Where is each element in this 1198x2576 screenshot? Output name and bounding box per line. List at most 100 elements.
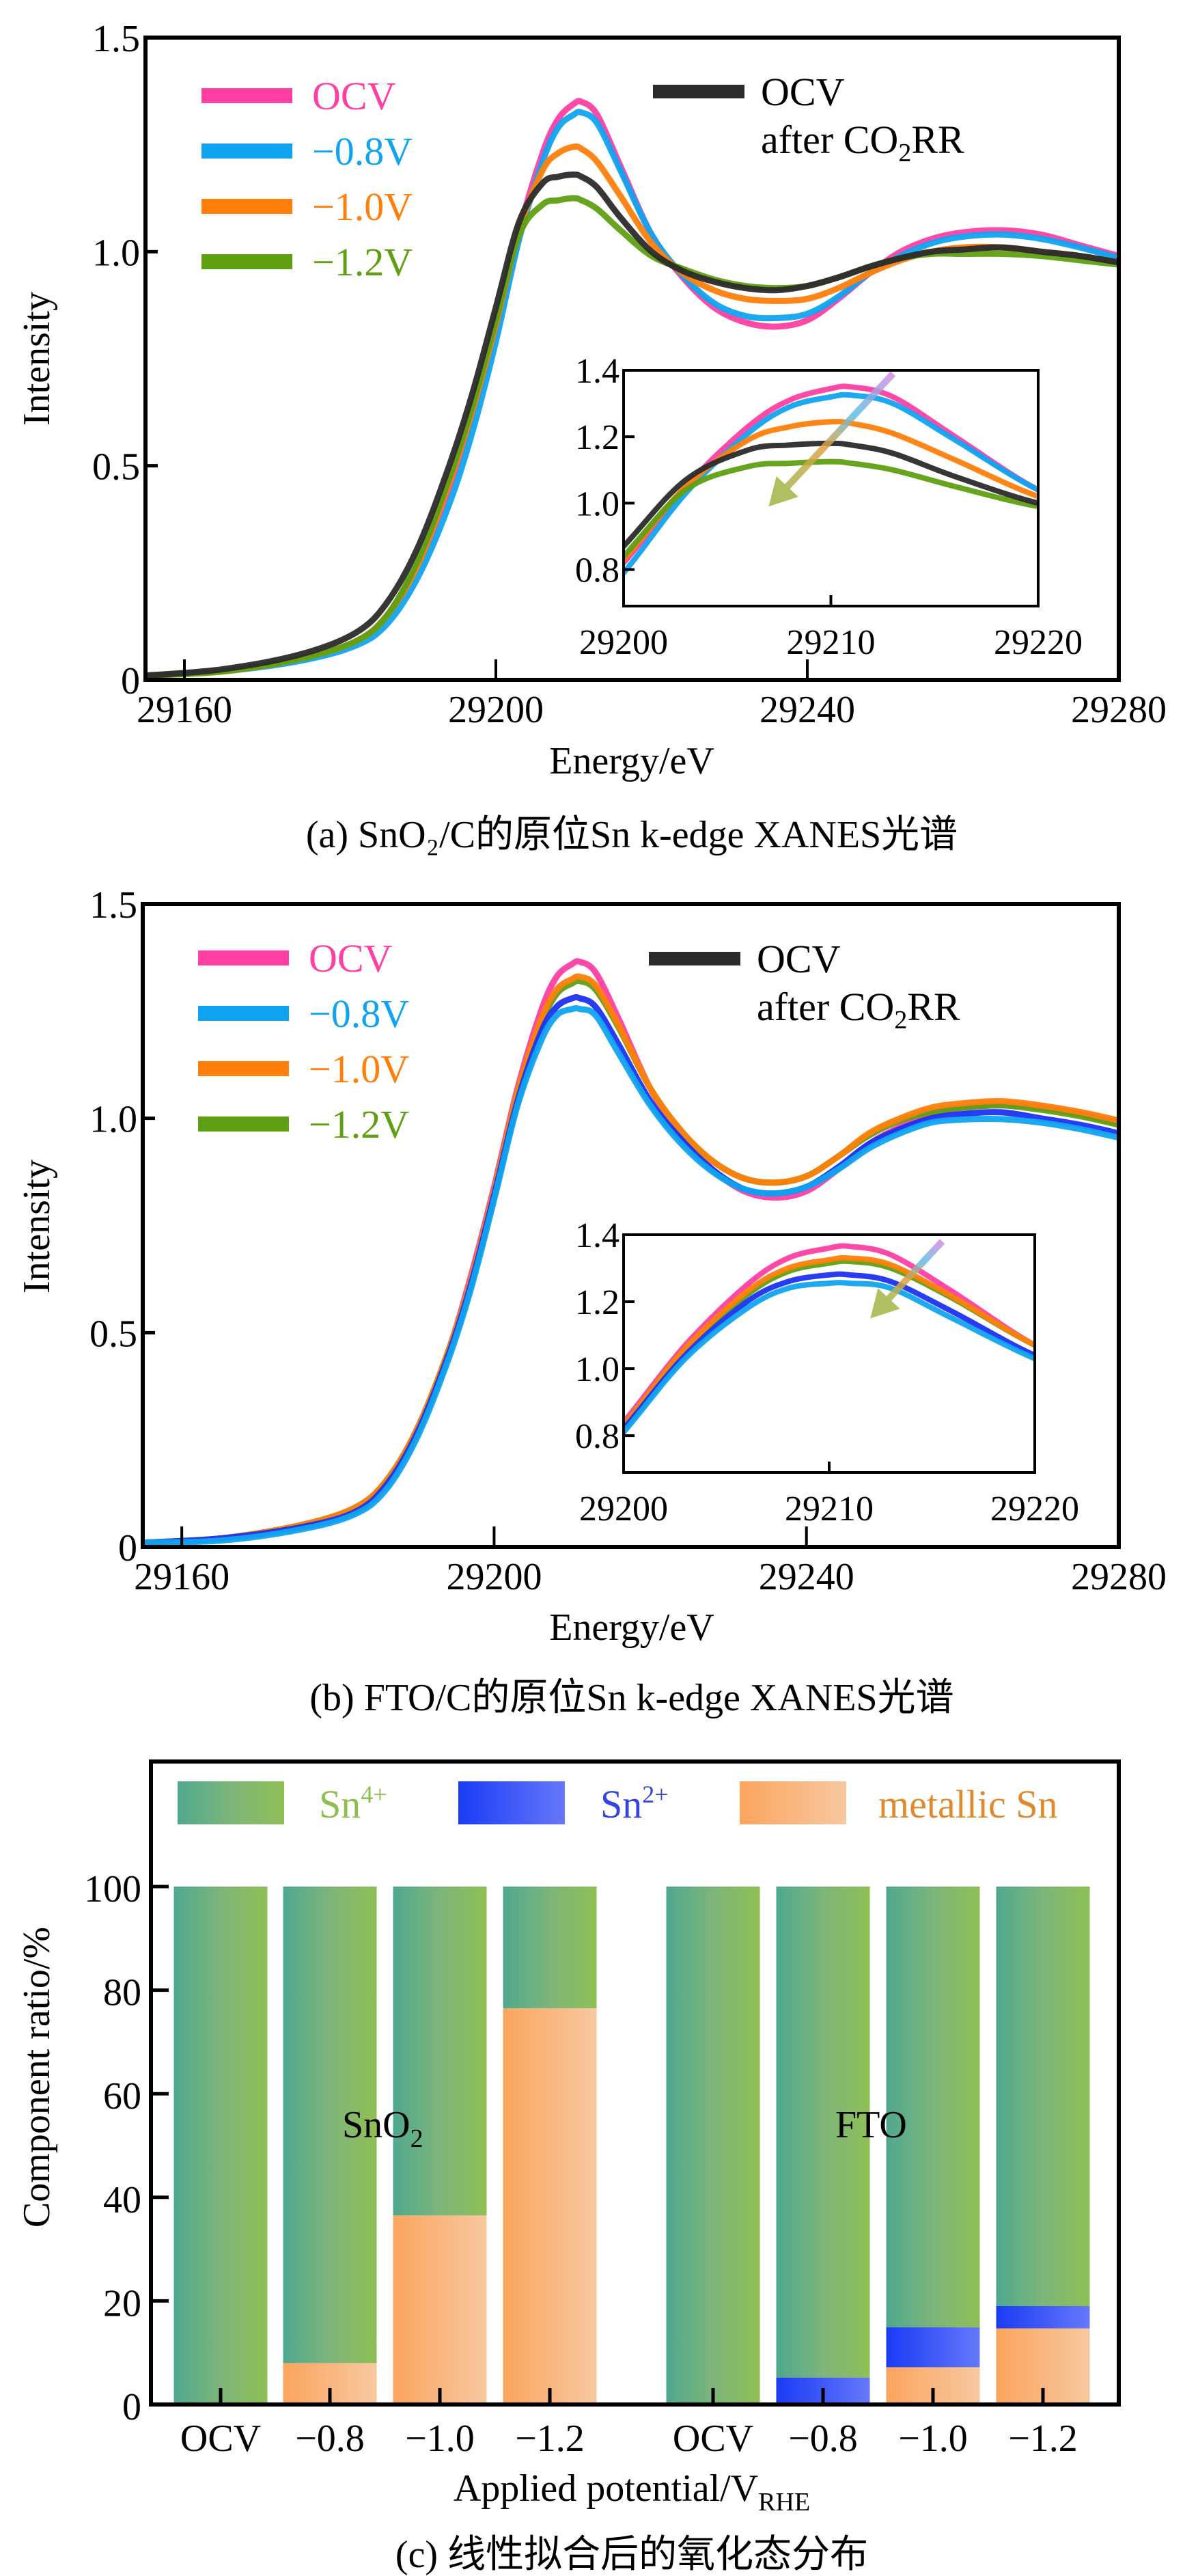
legend-label-after-suffix: RR	[911, 118, 964, 162]
x-tick-label: −0.8	[295, 2417, 365, 2460]
panel-c-ticks: OCV −0.8 −1.0 −1.2 OCV −0.8 −1.0 −1.2 0 20 40 60 80 1…	[84, 1868, 1078, 2460]
x-tick-label: OCV	[180, 2417, 261, 2460]
panel-b-ticks: 29160 29200 29240 29280 0 0.5 1.0 1.5	[89, 884, 1167, 1598]
x-tick-label: OCV	[673, 2417, 753, 2460]
panel-a-curves	[145, 98, 1119, 679]
y-tick-label: 40	[103, 2179, 141, 2221]
inset-y-tick-label: 1.4	[575, 1216, 619, 1255]
inset-y-tick-label: 1.4	[575, 352, 619, 391]
legend-label-text: metallic Sn	[878, 1782, 1058, 1826]
inset-series-line-v10	[624, 1255, 1035, 1430]
x-tick-label: 29200	[448, 689, 544, 731]
panel-a-caption: (a) SnO₂/C的原位Sn k-edge XANES光谱	[306, 814, 958, 856]
panel-b-inset-ticks: 29200 29210 29220 0.8 1.0 1.2 1.4	[575, 1216, 1079, 1529]
legend-swatch-sn2	[458, 1781, 565, 1824]
y-tick-label: 0.5	[92, 446, 140, 489]
panel-a-inset-trend-arrow	[768, 371, 896, 507]
inset-x-tick-label: 29210	[787, 623, 876, 662]
y-tick-label: 0	[118, 1527, 137, 1570]
legend-label-text: Sn	[600, 1782, 642, 1826]
y-tick-label: 1.0	[89, 1099, 137, 1141]
panel-b-ylabel: Intensity	[16, 1160, 58, 1293]
panel-c-xlabel-subscript: RHE	[758, 2488, 810, 2517]
y-tick-label: 60	[103, 2075, 141, 2118]
legend-swatch-ocv	[201, 88, 292, 103]
legend-label-after-line2: after CO2RR	[757, 985, 960, 1034]
panel-c-ylabel: Component ratio/%	[16, 1927, 58, 2228]
y-tick-label: 20	[103, 2282, 141, 2325]
panel-b-caption: (b) FTO/C的原位Sn k-edge XANES光谱	[309, 1677, 953, 1719]
legend-swatch-v10	[198, 1061, 289, 1076]
legend-swatch-v10	[201, 199, 292, 214]
legend-swatch-after	[649, 952, 740, 965]
panel-a-ticks: 29160 29200 29240 29280 0 0.5 1.0 1.5	[92, 18, 1167, 731]
legend-swatch-v12	[198, 1116, 289, 1132]
series-line-v08	[143, 1005, 1119, 1546]
inset-y-tick-label: 1.2	[575, 418, 619, 457]
x-tick-label: 29160	[137, 689, 232, 731]
bar-segment-sn4	[173, 1887, 268, 2404]
panel-b-inset-trend-arrow	[870, 1239, 945, 1319]
inset-x-tick-label: 29220	[990, 1490, 1079, 1529]
x-tick-label: 29240	[759, 1556, 854, 1598]
series-line-v08	[145, 109, 1119, 679]
legend-label-after-line1: OCV	[761, 70, 845, 114]
trend-arrow-shaft	[785, 371, 896, 489]
y-tick-label: 1.5	[89, 884, 137, 927]
legend-label-after-line1: OCV	[757, 937, 841, 981]
legend-label-superscript: 4+	[361, 1781, 387, 1808]
x-tick-label: −1.0	[898, 2417, 968, 2460]
group-label-text: FTO	[835, 2104, 907, 2146]
x-tick-label: −0.8	[788, 2417, 858, 2460]
panel-c-caption: (c) 线性拟合后的氧化态分布	[395, 2534, 868, 2576]
panel-a: 29160 29200 29240 29280 0 0.5 1.0 1.5 Intensity…	[16, 18, 1167, 856]
panel-b-xlabel: Energy/eV	[549, 1606, 714, 1649]
bar-segment-sn4	[996, 1887, 1090, 2306]
legend-label-ocv: OCV	[309, 936, 393, 981]
panel-a-inset-ticks: 29200 29210 29220 0.8 1.0 1.2 1.4	[575, 352, 1083, 662]
inset-x-tick-label: 29200	[579, 623, 668, 662]
trend-arrow-head	[870, 1288, 900, 1319]
y-tick-label: 0.5	[89, 1313, 137, 1355]
bar-segment-metal	[393, 2215, 487, 2404]
group-label-subscript: 2	[410, 2124, 423, 2153]
panel-a-xlabel: Energy/eV	[549, 740, 714, 782]
x-tick-label: 29280	[1071, 1556, 1167, 1598]
bar-segment-sn4	[666, 1887, 760, 2404]
bar-segment-sn4	[503, 1887, 597, 2009]
panel-b-curves	[143, 958, 1119, 1546]
inset-y-tick-label: 0.8	[575, 1417, 619, 1456]
legend-swatch-metal	[740, 1781, 846, 1824]
series-line-after	[145, 172, 1119, 679]
inset-y-tick-label: 1.2	[575, 1283, 619, 1322]
inset-series-line-v08	[624, 1280, 1035, 1437]
legend-label-text: Sn	[319, 1782, 361, 1826]
trend-arrow-head	[768, 476, 798, 507]
legend-label-v10: −1.0V	[309, 1047, 409, 1091]
legend-label-sn2: Sn2+	[600, 1781, 669, 1826]
panel-c-group-labels: SnO2 FTO	[342, 2104, 907, 2153]
panel-c-legend: Sn4+ Sn2+ metallic Sn	[178, 1781, 1058, 1826]
inset-y-tick-label: 0.8	[575, 551, 619, 590]
legend-label-v12: −1.2V	[309, 1102, 409, 1147]
y-tick-label: 1.0	[92, 232, 140, 274]
legend-swatch-v08	[201, 143, 292, 159]
trend-arrow-shaft	[886, 1239, 945, 1301]
inset-x-tick-label: 29220	[994, 623, 1083, 662]
legend-label-v08: −0.8V	[312, 129, 413, 174]
legend-label-after-line2: after CO2RR	[761, 118, 964, 167]
group-label: FTO	[835, 2104, 907, 2146]
legend-label-superscript: 2+	[642, 1781, 668, 1808]
legend-swatch-v08	[198, 1006, 289, 1021]
legend-label-v12: −1.2V	[312, 240, 413, 284]
legend-swatch-v12	[201, 254, 292, 269]
inset-series-line-v08	[624, 392, 1038, 577]
bar-segment-sn4	[886, 1887, 980, 2328]
x-tick-label: 29160	[134, 1556, 229, 1598]
group-label: SnO2	[342, 2104, 423, 2153]
y-tick-label: 80	[103, 1972, 141, 2014]
bar-segment-metal	[503, 2008, 597, 2404]
bar-segment-sn4	[776, 1887, 870, 2378]
